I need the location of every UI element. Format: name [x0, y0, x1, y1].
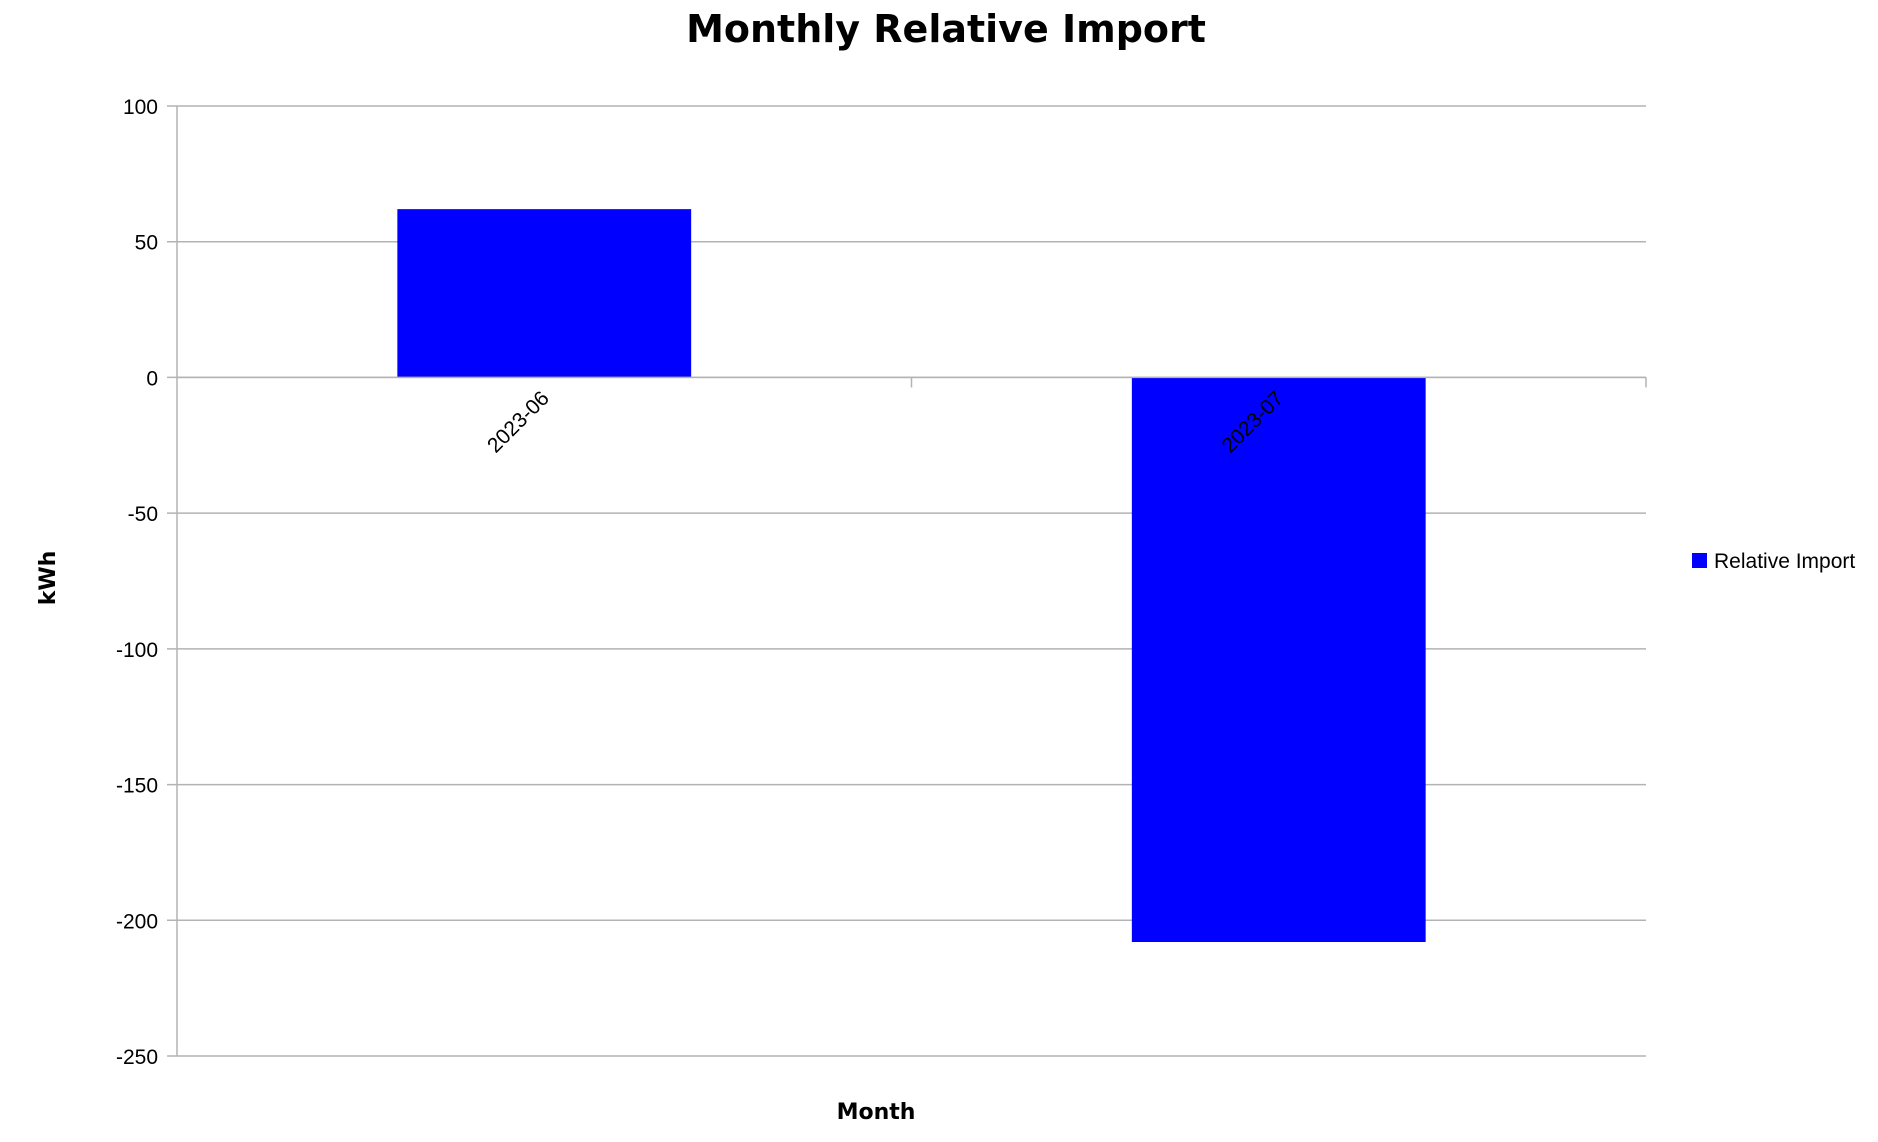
y-tick-label: -100	[116, 639, 158, 662]
bars	[397, 209, 1426, 942]
legend-label: Relative Import	[1714, 550, 1855, 573]
y-tick-label: 50	[135, 232, 158, 255]
y-tick-label: -150	[116, 775, 158, 798]
bar-2023-07	[1131, 377, 1426, 942]
y-tick-label: -200	[116, 910, 158, 933]
y-axis-title: kWh	[36, 551, 61, 606]
x-tick-label: 2023-06	[483, 387, 554, 458]
chart-title: Monthly Relative Import	[686, 7, 1206, 51]
legend-swatch	[1692, 553, 1707, 568]
y-tick-labels: 100 50 0 -50 -100 -150 -200 -250	[116, 96, 158, 1069]
y-tick-label: 0	[146, 367, 158, 390]
x-axis-title: Month	[837, 1100, 916, 1125]
bar-2023-06	[397, 209, 692, 378]
y-tick-label: -50	[128, 503, 158, 526]
y-tick-label: 100	[123, 96, 158, 119]
legend: Relative Import	[1692, 550, 1855, 573]
axes	[176, 106, 1647, 1056]
y-tick-label: -250	[116, 1046, 158, 1069]
